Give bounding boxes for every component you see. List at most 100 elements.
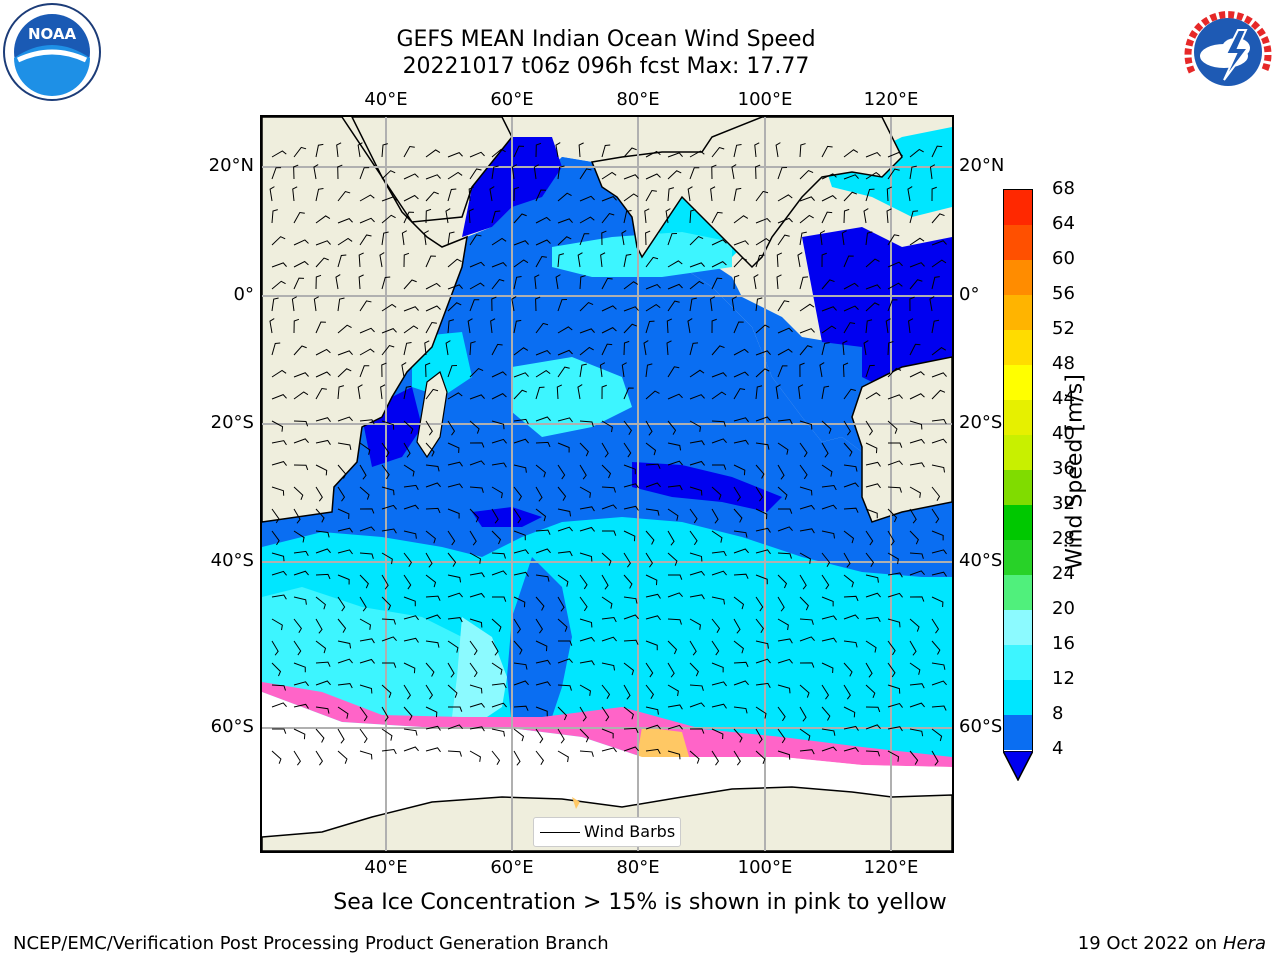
wind-barb <box>490 318 496 334</box>
wind-barb <box>313 296 319 312</box>
wind-barb <box>799 596 809 611</box>
wind-barb <box>293 372 309 378</box>
wind-barb <box>711 596 726 605</box>
wind-barb <box>777 706 786 722</box>
wind-barb <box>491 420 505 430</box>
wind-barb <box>909 438 925 444</box>
wind-barb <box>799 303 815 312</box>
wind-barb <box>865 552 875 567</box>
wind-barb <box>799 574 807 590</box>
wind-barb <box>403 706 413 721</box>
wind-barb <box>709 296 716 312</box>
wind-barb <box>491 462 507 468</box>
wind-barb <box>667 508 679 521</box>
wind-barb <box>667 724 683 730</box>
footer-date-text: 19 Oct 2022 on <box>1077 933 1218 954</box>
wind-barb <box>623 340 630 356</box>
wind-barb <box>513 389 528 400</box>
wind-barb <box>755 658 771 664</box>
wind-barb <box>491 296 497 312</box>
wind-barb <box>271 750 282 764</box>
wind-barb <box>579 526 595 532</box>
wind-barb <box>623 193 639 202</box>
wind-barb <box>777 638 793 644</box>
wind-barb <box>667 393 683 400</box>
wind-barb <box>424 340 430 356</box>
wind-barb <box>887 530 895 546</box>
wind-barb <box>821 145 833 158</box>
wind-barb <box>843 595 859 602</box>
wind-barb <box>909 486 921 498</box>
wind-barb <box>403 552 412 568</box>
wind-barb <box>513 438 529 444</box>
wind-barb <box>843 662 853 677</box>
wind-barb <box>447 706 463 712</box>
wind-barb <box>293 550 309 556</box>
wind-barb <box>623 505 639 511</box>
wind-barb <box>337 442 352 450</box>
wind-barb <box>821 662 834 674</box>
wind-barb <box>843 507 859 513</box>
wind-barb <box>535 706 548 717</box>
wind-barb <box>887 299 898 312</box>
wind-barb <box>359 327 375 334</box>
wind-barb <box>535 370 551 378</box>
sea-ice-patch <box>572 797 580 809</box>
wind-barb <box>579 275 586 290</box>
wind-barb <box>689 552 703 562</box>
colorbar-segment <box>1004 260 1032 295</box>
wind-barb <box>359 348 375 356</box>
wind-barb <box>315 321 326 334</box>
wind-barb <box>579 506 595 512</box>
wind-barb <box>909 148 924 158</box>
wind-barb <box>777 217 793 224</box>
wind-barb <box>733 215 749 224</box>
wind-barb <box>687 186 693 202</box>
wind-barb <box>601 747 617 753</box>
wind-barb <box>733 661 749 668</box>
wind-barb <box>711 681 727 687</box>
wind-barb <box>557 706 568 721</box>
wind-barb <box>403 420 414 435</box>
wind-barb <box>337 574 350 585</box>
wind-barb <box>931 319 940 334</box>
wind-barb <box>425 420 433 436</box>
colorbar-segment <box>1004 540 1032 575</box>
wind-barb <box>469 592 485 598</box>
wind-barb <box>777 348 793 356</box>
wind-barb <box>777 618 789 631</box>
wind-barb <box>601 305 617 312</box>
wind-barb <box>755 297 763 312</box>
wind-barb <box>843 305 859 312</box>
wind-barb <box>733 596 745 610</box>
wind-barb <box>601 230 607 246</box>
wind-barb <box>359 167 370 180</box>
wind-barb <box>887 662 896 678</box>
wind-barb <box>755 385 763 400</box>
wind-barb <box>381 214 396 224</box>
wind-barb <box>929 164 936 180</box>
wind-barb <box>843 191 858 202</box>
wind-barb <box>755 464 765 479</box>
wind-barb <box>711 570 727 576</box>
wind-barb <box>689 420 702 432</box>
wind-barb <box>887 618 901 628</box>
wind-barb <box>359 365 370 378</box>
wind-barb <box>843 482 859 488</box>
wind-barb <box>511 296 517 312</box>
wind-barb <box>909 618 920 632</box>
wind-barb <box>403 615 419 621</box>
wind-barb <box>403 662 416 674</box>
map-panel <box>260 115 954 853</box>
wind-barb <box>293 391 309 400</box>
wind-barb <box>403 484 419 490</box>
wind-barb <box>601 596 613 609</box>
wind-barb <box>645 662 654 678</box>
wind-barb <box>799 143 806 158</box>
wind-barb <box>491 640 499 656</box>
wind-barb <box>931 728 943 742</box>
wind-barb <box>887 486 902 493</box>
wind-barb <box>535 349 551 356</box>
wind-barb <box>292 186 298 202</box>
wind-barb <box>293 438 309 444</box>
